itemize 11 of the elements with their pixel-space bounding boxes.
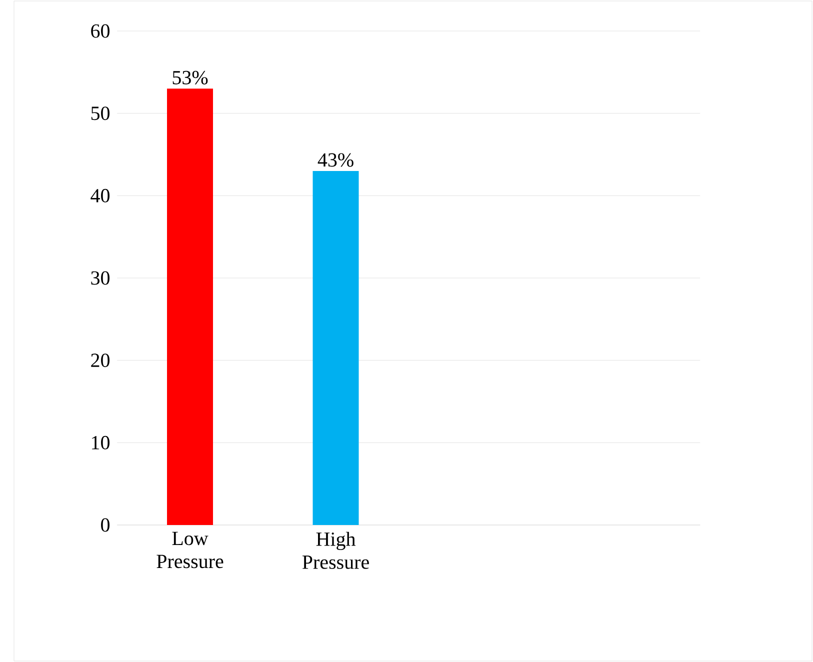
x-tick-label: Low Pressure (156, 532, 224, 568)
data-label: 43% (318, 153, 354, 167)
y-tick-label: 30 (91, 271, 110, 285)
data-label: 53% (172, 70, 208, 84)
y-tick-label: 60 (91, 24, 110, 38)
y-tick-label: 20 (91, 354, 110, 368)
y-tick-label: 40 (90, 188, 110, 202)
y-tick-label: 0 (101, 518, 110, 532)
x-tick-label: High Pressure (302, 532, 369, 569)
y-tick-label: 10 (92, 436, 110, 450)
y-tick-label: 50 (91, 106, 110, 120)
